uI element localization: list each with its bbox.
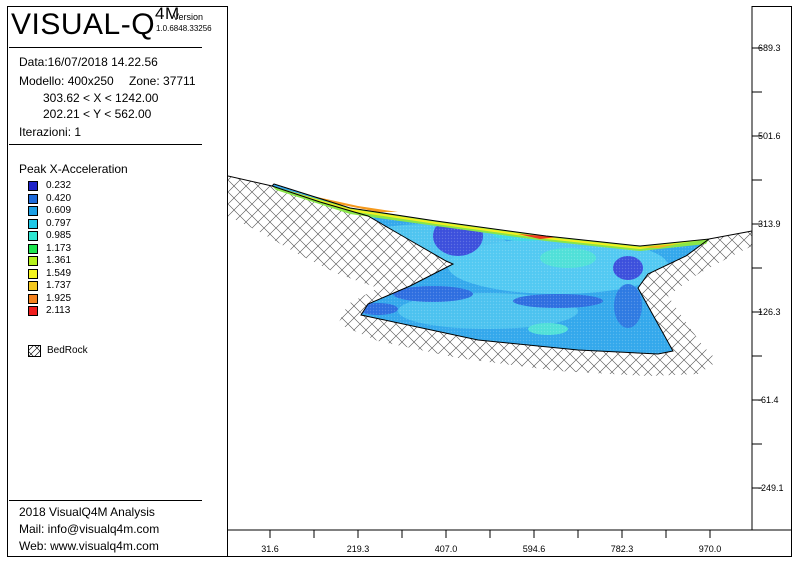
ground-surface-left (228, 175, 273, 187)
legend-swatch (28, 268, 38, 279)
bedrock-hatch-icon (28, 345, 41, 357)
header-divider (9, 47, 202, 48)
app-name-superscript: 4M (155, 4, 180, 23)
app-name: VISUAL-Q (11, 8, 156, 41)
x-tick-label: 407.0 (435, 544, 458, 554)
surface-amplification-strip (272, 186, 709, 251)
y-tick-label: 501.6 (758, 131, 781, 141)
y-tick-label: 126.3 (758, 307, 781, 317)
app-title: VISUAL-Q4M (11, 4, 180, 42)
footer-mail: Mail: info@visualq4m.com (19, 522, 160, 536)
x-tick-label: 594.6 (523, 544, 546, 554)
legend-value: 1.925 (46, 292, 72, 304)
y-tick-label: 689.3 (758, 43, 781, 53)
legend-swatch (28, 243, 38, 254)
legend-swatch (28, 231, 38, 241)
x-range-text: 303.62 < X < 1242.00 (43, 91, 159, 105)
y-tick-label: -249.1 (758, 483, 784, 493)
x-tick-label: 970.0 (699, 544, 722, 554)
legend-value: 0.985 (46, 230, 72, 241)
date-text: Data:16/07/2018 14.22.56 (19, 55, 158, 69)
legend-value: 1.737 (46, 280, 72, 291)
legend-swatch (28, 306, 38, 316)
legend-value: 1.361 (46, 255, 72, 266)
legend-swatch (28, 206, 38, 216)
legend-swatch (28, 281, 38, 291)
ground-surface-right (708, 230, 753, 240)
y-axis: 689.3 501.6 313.9 126.3 -61.4 -249.1 (752, 43, 784, 493)
version-label: Version (173, 12, 204, 22)
legend-swatch (28, 293, 38, 304)
bedrock-label: BedRock (47, 345, 88, 356)
legend-swatch (28, 193, 38, 204)
bedrock-region (228, 176, 752, 376)
model-plot: 689.3 501.6 313.9 126.3 -61.4 -249.1 31.6 219.… (228, 6, 792, 554)
legend-value: 1.173 (46, 242, 72, 254)
footer-web: Web: www.visualq4m.com (19, 539, 159, 553)
legend-swatch (28, 256, 38, 266)
x-tick-label: 782.3 (611, 544, 634, 554)
legend-value: 0.420 (46, 192, 72, 204)
model-text: Modello: 400x250 (19, 74, 114, 88)
legend-value: 0.232 (46, 180, 72, 191)
y-range-text: 202.21 < Y < 562.00 (43, 107, 152, 121)
footer-copyright: 2018 VisualQ4M Analysis (19, 505, 155, 519)
x-tick-label: 31.6 (261, 544, 279, 554)
zone-text: Zone: 37711 (129, 74, 196, 88)
legend-value: 0.797 (46, 217, 72, 229)
iterations-text: Iterazioni: 1 (19, 125, 82, 139)
version-number: 1.0.6848.33256 (156, 24, 212, 33)
info-divider (9, 144, 202, 145)
legend-value: 1.549 (46, 267, 72, 279)
x-tick-label: 219.3 (347, 544, 370, 554)
legend-swatch (28, 181, 38, 191)
y-tick-label: 313.9 (758, 219, 781, 229)
model-outline (271, 183, 711, 355)
y-tick-label: -61.4 (758, 395, 779, 405)
legend-title: Peak X-Acceleration (19, 162, 128, 176)
legend-value: 2.113 (46, 305, 71, 316)
x-axis: 31.6 219.3 407.0 594.6 782.3 970.0 (261, 530, 721, 554)
legend-swatch (28, 218, 38, 229)
legend-value: 0.609 (46, 205, 72, 216)
info-panel (7, 6, 228, 557)
footer-divider (9, 500, 202, 501)
